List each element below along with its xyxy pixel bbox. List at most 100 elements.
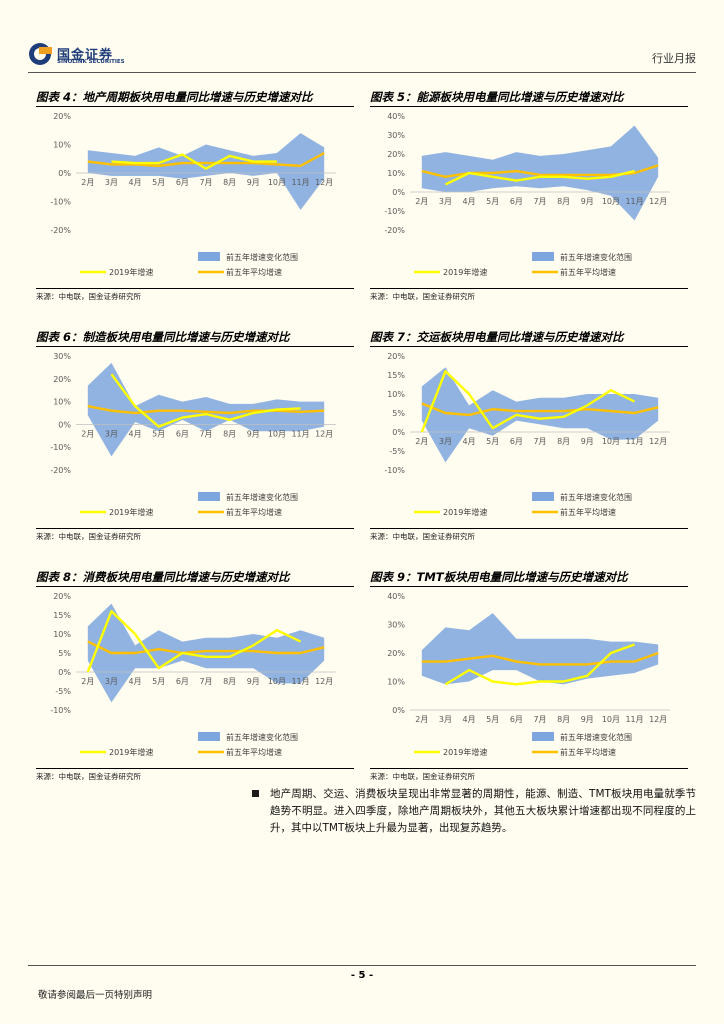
x-tick-label: 4月 bbox=[129, 178, 142, 187]
chart-svg: -10% -5% 0% 5% 10% 15% 20% 2月 3月 4月 5月 6月 7月 8月 9月 10月 1… bbox=[384, 352, 670, 517]
legend-avg-label: 前五年平均增速 bbox=[226, 267, 282, 277]
page-header: 国金证券 SINOLINK SECURITIES 行业月报 bbox=[0, 0, 724, 80]
y-tick-label: 5% bbox=[58, 649, 71, 658]
avg-growth-line bbox=[421, 402, 659, 417]
y-tick-label: 40% bbox=[387, 592, 405, 601]
x-tick-label: 12月 bbox=[649, 437, 667, 446]
x-tick-label: 4月 bbox=[463, 197, 476, 206]
chart-source: 来源：中电联，国金证券研究所 bbox=[36, 528, 354, 543]
y-tick-label: 20% bbox=[53, 592, 71, 601]
y-tick-label: -10% bbox=[384, 466, 405, 475]
y-tick-label: -5% bbox=[389, 447, 405, 456]
x-tick-label: 10月 bbox=[268, 677, 286, 686]
legend-current-label: 2019年增速 bbox=[109, 747, 153, 757]
y-tick-label: 30% bbox=[53, 352, 71, 361]
x-tick-label: 11月 bbox=[625, 197, 643, 206]
logo-text-en: SINOLINK SECURITIES bbox=[57, 59, 125, 65]
range-area bbox=[87, 362, 325, 457]
chart-svg: -20% -10% 0% 10% 20% 2月 3月 4月 5月 6月 7月 8月 9月 10月 11月 12… bbox=[50, 112, 336, 277]
x-tick-label: 8月 bbox=[223, 677, 236, 686]
avg-growth-line bbox=[87, 404, 325, 415]
x-tick-label: 12月 bbox=[315, 677, 333, 686]
y-tick-label: 0% bbox=[58, 668, 71, 677]
y-tick-label: -20% bbox=[50, 226, 71, 235]
x-tick-label: 12月 bbox=[315, 429, 333, 438]
x-tick-label: 10月 bbox=[602, 437, 620, 446]
x-tick-label: 11月 bbox=[291, 677, 309, 686]
chart-area: -20% -10% 0% 10% 20% 30% 2月 3月 4月 5月 6月 7月 8月 9月 10月 11… bbox=[36, 348, 354, 526]
x-tick-label: 3月 bbox=[105, 178, 118, 187]
x-tick-label: 10月 bbox=[268, 429, 286, 438]
y-tick-label: 10% bbox=[53, 141, 71, 150]
legend-range-label: 前五年增速变化范围 bbox=[226, 492, 298, 502]
legend-current-label: 2019年增速 bbox=[443, 267, 487, 277]
current-growth-line bbox=[444, 643, 635, 686]
chart-source: 来源：中电联，国金证券研究所 bbox=[36, 288, 354, 303]
x-tick-label: 7月 bbox=[199, 429, 212, 438]
x-tick-label: 7月 bbox=[533, 715, 546, 724]
chart-panel-5: 图表 5：能源板块用电量同比增速与历史增速对比 -20% -10% 0% 10% 20%… bbox=[362, 88, 688, 306]
chart-panel-8: 图表 8：消费板块用电量同比增速与历史增速对比 -10% -5% 0% 5% 10% 15… bbox=[28, 568, 354, 786]
x-tick-label: 3月 bbox=[439, 197, 452, 206]
y-tick-label: -10% bbox=[384, 207, 405, 216]
bullet-icon bbox=[252, 790, 259, 797]
y-tick-label: 0% bbox=[392, 188, 405, 197]
y-tick-label: 0% bbox=[58, 169, 71, 178]
legend-current-label: 2019年增速 bbox=[109, 507, 153, 517]
x-tick-label: 8月 bbox=[223, 429, 236, 438]
y-tick-label: 0% bbox=[58, 420, 71, 429]
y-tick-label: 10% bbox=[387, 169, 405, 178]
chart-source: 来源：中电联，国金证券研究所 bbox=[370, 528, 688, 543]
chart-area: 0% 10% 20% 30% 40% 2月 3月 4月 5月 6月 7月 8月 9月 10月 11月 12月前… bbox=[370, 588, 688, 766]
legend-range-swatch bbox=[198, 252, 220, 261]
x-tick-label: 7月 bbox=[533, 437, 546, 446]
chart-source: 来源：中电联，国金证券研究所 bbox=[36, 768, 354, 783]
y-tick-label: 30% bbox=[387, 621, 405, 630]
report-type: 行业月报 bbox=[652, 52, 696, 65]
x-tick-label: 8月 bbox=[557, 197, 570, 206]
header-divider bbox=[28, 72, 696, 73]
footer-divider bbox=[28, 965, 696, 966]
x-tick-label: 9月 bbox=[247, 429, 260, 438]
x-tick-label: 11月 bbox=[291, 429, 309, 438]
legend-range-swatch bbox=[532, 492, 554, 501]
y-tick-label: 10% bbox=[387, 678, 405, 687]
x-tick-label: 2月 bbox=[415, 197, 428, 206]
current-growth-line bbox=[420, 370, 636, 433]
x-tick-label: 6月 bbox=[510, 197, 523, 206]
paragraph-text: 地产周期、交运、消费板块呈现出非常显著的周期性，能源、制造、TMT板块用电量就季… bbox=[270, 788, 696, 834]
x-tick-label: 5月 bbox=[152, 178, 165, 187]
x-tick-label: 12月 bbox=[315, 178, 333, 187]
x-tick-label: 11月 bbox=[625, 715, 643, 724]
y-tick-label: 20% bbox=[387, 150, 405, 159]
x-tick-label: 5月 bbox=[486, 715, 499, 724]
chart-svg: -20% -10% 0% 10% 20% 30% 2月 3月 4月 5月 6月 7月 8月 9月 10月 11… bbox=[50, 352, 336, 517]
x-tick-label: 10月 bbox=[602, 197, 620, 206]
range-area bbox=[87, 603, 325, 703]
chart-source: 来源：中电联，国金证券研究所 bbox=[370, 768, 688, 783]
y-tick-label: 15% bbox=[53, 611, 71, 620]
x-tick-label: 8月 bbox=[557, 715, 570, 724]
range-area bbox=[421, 125, 659, 221]
range-area bbox=[87, 133, 325, 211]
x-tick-label: 3月 bbox=[439, 715, 452, 724]
y-tick-label: -20% bbox=[50, 466, 71, 475]
chart-svg: 0% 10% 20% 30% 40% 2月 3月 4月 5月 6月 7月 8月 9月 10月 11月 12月前… bbox=[387, 592, 670, 757]
y-tick-label: -10% bbox=[50, 706, 71, 715]
x-tick-label: 2月 bbox=[81, 429, 94, 438]
x-tick-label: 5月 bbox=[152, 677, 165, 686]
chart-panel-6: 图表 6：制造板块用电量同比增速与历史增速对比 -20% -10% 0% 10% 20%… bbox=[28, 328, 354, 546]
y-tick-label: 20% bbox=[387, 352, 405, 361]
x-tick-label: 2月 bbox=[415, 715, 428, 724]
y-tick-label: 10% bbox=[53, 398, 71, 407]
chart-title: 图表 6：制造板块用电量同比增速与历史增速对比 bbox=[36, 328, 354, 347]
x-tick-label: 4月 bbox=[129, 677, 142, 686]
chart-area: -10% -5% 0% 5% 10% 15% 20% 2月 3月 4月 5月 6月 7月 8月 9月 10月 1… bbox=[36, 588, 354, 766]
x-tick-label: 10月 bbox=[602, 715, 620, 724]
legend-avg-label: 前五年平均增速 bbox=[560, 747, 616, 757]
x-tick-label: 6月 bbox=[176, 429, 189, 438]
y-tick-label: 0% bbox=[392, 428, 405, 437]
y-tick-label: 20% bbox=[53, 112, 71, 121]
x-tick-label: 2月 bbox=[415, 437, 428, 446]
x-tick-label: 3月 bbox=[439, 437, 452, 446]
